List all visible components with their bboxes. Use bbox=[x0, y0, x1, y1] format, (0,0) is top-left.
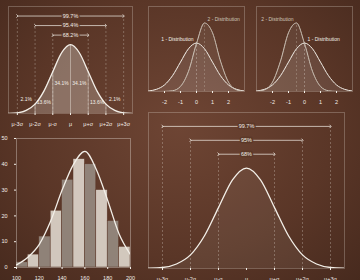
svg-text:μ-σ: μ-σ bbox=[49, 121, 58, 127]
svg-text:μ+σ: μ+σ bbox=[83, 121, 93, 127]
svg-text:95%: 95% bbox=[241, 137, 252, 143]
svg-text:1 - Distribution: 1 - Distribution bbox=[308, 36, 340, 42]
svg-text:13.6%: 13.6% bbox=[37, 99, 52, 105]
svg-text:2 - Distribution: 2 - Distribution bbox=[208, 16, 240, 22]
svg-text:0: 0 bbox=[303, 99, 306, 105]
svg-text:μ-2σ: μ-2σ bbox=[185, 276, 197, 280]
svg-text:100: 100 bbox=[12, 275, 21, 280]
svg-text:95.4%: 95.4% bbox=[63, 22, 79, 28]
svg-text:120: 120 bbox=[35, 275, 44, 280]
svg-text:99.7%: 99.7% bbox=[63, 13, 79, 19]
svg-text:50: 50 bbox=[1, 135, 7, 141]
svg-text:13.6%: 13.6% bbox=[90, 99, 105, 105]
svg-text:0: 0 bbox=[4, 264, 7, 270]
svg-text:160: 160 bbox=[80, 275, 89, 280]
svg-text:μ: μ bbox=[245, 276, 248, 280]
svg-text:40: 40 bbox=[1, 161, 7, 167]
svg-text:2: 2 bbox=[335, 99, 338, 105]
svg-text:140: 140 bbox=[58, 275, 67, 280]
svg-text:1: 1 bbox=[211, 99, 214, 105]
svg-text:2.1%: 2.1% bbox=[109, 96, 121, 102]
svg-text:μ+2σ: μ+2σ bbox=[296, 276, 309, 280]
svg-text:34.1%: 34.1% bbox=[55, 80, 70, 86]
svg-text:1: 1 bbox=[319, 99, 322, 105]
svg-text:68.2%: 68.2% bbox=[63, 32, 79, 38]
svg-text:20: 20 bbox=[1, 213, 7, 219]
svg-text:-1: -1 bbox=[178, 99, 183, 105]
svg-text:99.7%: 99.7% bbox=[239, 123, 255, 129]
svg-text:2: 2 bbox=[227, 99, 230, 105]
svg-text:2.1%: 2.1% bbox=[21, 96, 33, 102]
svg-text:0: 0 bbox=[195, 99, 198, 105]
svg-text:-2: -2 bbox=[270, 99, 275, 105]
svg-text:-1: -1 bbox=[286, 99, 291, 105]
svg-text:μ+3σ: μ+3σ bbox=[324, 276, 337, 280]
svg-text:30: 30 bbox=[1, 187, 7, 193]
svg-text:μ+σ: μ+σ bbox=[270, 276, 280, 280]
svg-text:-2: -2 bbox=[162, 99, 167, 105]
svg-text:10: 10 bbox=[1, 238, 7, 244]
svg-text:200: 200 bbox=[126, 275, 135, 280]
svg-text:68%: 68% bbox=[241, 151, 252, 157]
svg-text:μ-3σ: μ-3σ bbox=[157, 276, 169, 280]
svg-text:2 - Distribution: 2 - Distribution bbox=[261, 16, 293, 22]
svg-text:μ-2σ: μ-2σ bbox=[29, 121, 41, 127]
svg-text:μ-σ: μ-σ bbox=[214, 276, 223, 280]
svg-text:μ: μ bbox=[69, 121, 72, 127]
svg-text:μ+3σ: μ+3σ bbox=[117, 121, 130, 127]
svg-text:180: 180 bbox=[103, 275, 112, 280]
svg-text:μ-3σ: μ-3σ bbox=[12, 121, 24, 127]
svg-text:34.1%: 34.1% bbox=[72, 80, 87, 86]
svg-text:μ+2σ: μ+2σ bbox=[100, 121, 113, 127]
svg-text:1 - Distribution: 1 - Distribution bbox=[161, 36, 193, 42]
